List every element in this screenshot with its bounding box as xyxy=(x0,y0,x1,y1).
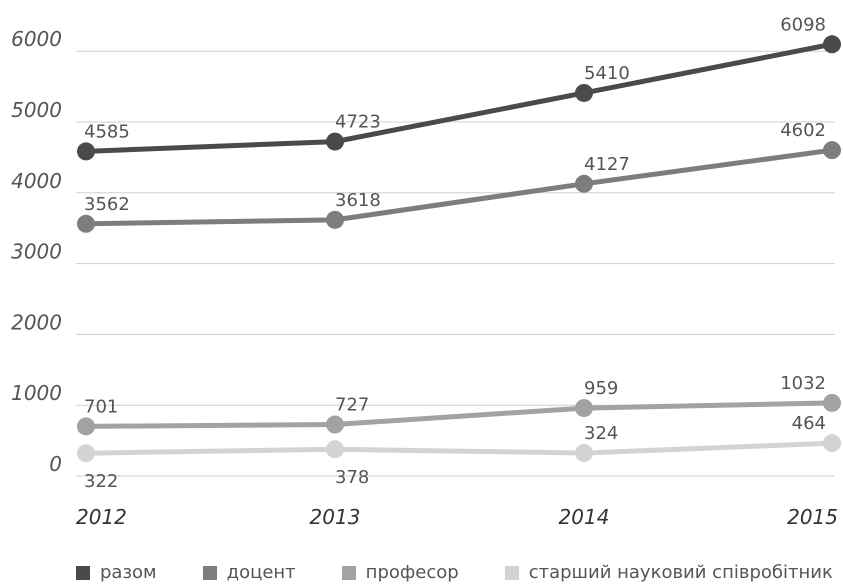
legend-item: доцент xyxy=(202,562,296,583)
x-tick-label: 2014 xyxy=(559,505,610,529)
data-label: 322 xyxy=(84,471,118,492)
data-label: 324 xyxy=(584,423,618,444)
data-point xyxy=(326,440,344,459)
x-axis-ticks: 2012 2013 2014 2015 xyxy=(76,505,838,529)
data-label: 378 xyxy=(335,467,369,488)
y-tick-label: 3000 xyxy=(11,240,62,264)
data-point xyxy=(77,142,95,161)
data-point xyxy=(823,35,841,54)
legend-swatch xyxy=(341,565,356,580)
data-point xyxy=(77,417,95,436)
data-label: 4127 xyxy=(584,154,630,175)
data-label: 464 xyxy=(792,413,826,434)
legend-item: професор xyxy=(341,562,459,583)
y-tick-label: 6000 xyxy=(11,27,62,51)
data-point xyxy=(326,415,344,434)
data-label: 959 xyxy=(584,378,618,399)
legend-label: доцент xyxy=(226,562,296,583)
y-tick-label: 0 xyxy=(49,452,62,476)
legend-label: разом xyxy=(100,562,157,583)
legend-item: старший науковий співробітник xyxy=(504,562,833,583)
data-point xyxy=(77,444,95,463)
x-tick-label: 2015 xyxy=(787,505,838,529)
y-tick-label: 1000 xyxy=(11,381,62,405)
series-line xyxy=(85,147,833,227)
x-tick-label: 2013 xyxy=(310,505,361,529)
data-label: 1032 xyxy=(780,373,826,394)
data-label: 4602 xyxy=(780,120,826,141)
data-label: 701 xyxy=(84,396,118,417)
data-label: 3562 xyxy=(84,194,130,215)
legend-swatch xyxy=(202,565,217,580)
legend: разом доцент професор старший науковий спів… xyxy=(76,562,833,583)
legend-label: професор xyxy=(365,562,459,583)
y-axis-ticks: 0 1000 2000 3000 4000 5000 6000 xyxy=(11,27,62,476)
data-point xyxy=(326,132,344,151)
data-label: 6098 xyxy=(780,14,826,35)
data-point xyxy=(823,434,841,453)
legend-swatch xyxy=(504,565,519,580)
data-label: 3618 xyxy=(335,190,381,211)
y-tick-label: 4000 xyxy=(11,169,62,193)
data-point xyxy=(575,399,593,418)
data-point xyxy=(575,174,593,193)
legend-swatch xyxy=(76,565,90,580)
legend-item: разом xyxy=(76,562,157,583)
series-line xyxy=(85,400,833,429)
data-point xyxy=(575,444,593,463)
data-labels: 4585 4723 5410 6098 3562 3618 4127 4602 701 727 95… xyxy=(84,14,826,492)
data-label: 4723 xyxy=(335,112,381,133)
y-tick-label: 5000 xyxy=(11,98,62,122)
data-label: 4585 xyxy=(84,121,130,142)
series-line xyxy=(85,41,833,154)
data-point xyxy=(77,214,95,233)
data-point xyxy=(575,83,593,102)
legend-label: старший науковий співробітник xyxy=(528,562,833,583)
data-label: 5410 xyxy=(584,63,630,84)
data-point xyxy=(823,141,841,160)
data-point xyxy=(326,210,344,229)
data-label: 727 xyxy=(335,395,369,416)
data-point xyxy=(823,393,841,412)
gridlines xyxy=(76,50,835,477)
series-line xyxy=(85,440,833,456)
series-lines xyxy=(77,35,841,463)
x-tick-label: 2012 xyxy=(76,505,127,529)
y-tick-label: 2000 xyxy=(11,310,62,334)
